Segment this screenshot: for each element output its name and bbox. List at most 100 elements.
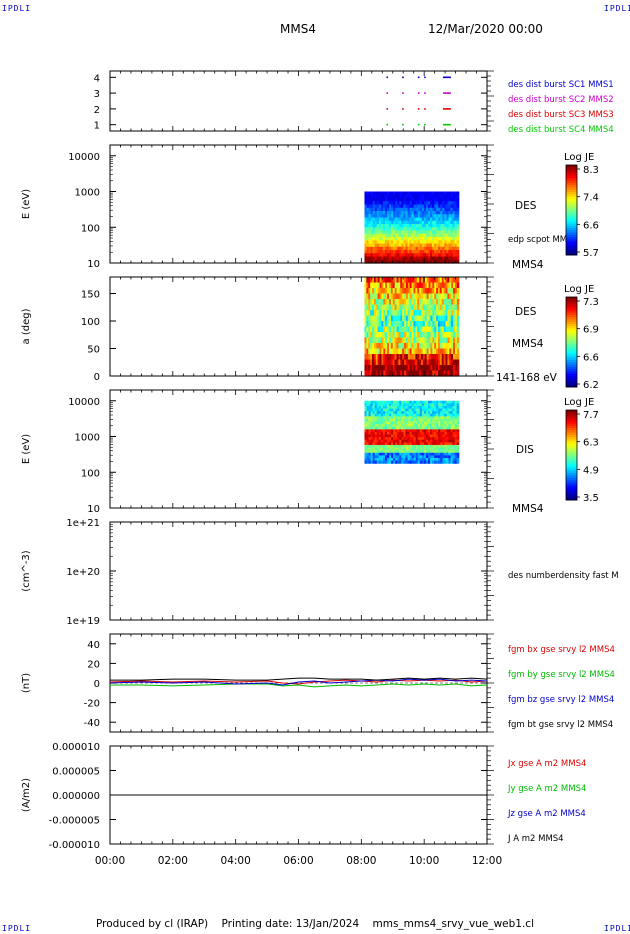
spectrogram-cell (427, 217, 431, 222)
spectrogram-cell (368, 288, 371, 295)
spectrogram-cell (387, 426, 390, 430)
spectrogram-cell (449, 326, 452, 333)
spectrogram-cell (411, 416, 415, 420)
spectrogram-cell (444, 243, 448, 248)
spectrogram-cell (438, 434, 441, 438)
spectrogram-cell (364, 457, 368, 462)
colorbar-segment (566, 482, 577, 485)
spectrogram-cell (376, 259, 380, 264)
spectrogram-cell (430, 288, 433, 295)
spectrogram-cell (387, 424, 390, 428)
spectrogram-cell (388, 299, 392, 306)
colorbar-segment (566, 344, 577, 347)
colorbar-tick-label: 6.2 (583, 380, 599, 391)
spectrogram-cell (440, 418, 443, 423)
spectrogram-cell (383, 304, 386, 311)
spectrogram-cell (388, 332, 392, 339)
spectrogram-cell (400, 288, 403, 295)
spectrogram-cell (390, 288, 394, 295)
spectrogram-cell (389, 217, 392, 222)
spectrogram-cell (382, 444, 386, 449)
spectrogram-cell (450, 452, 454, 456)
spectrogram-cell (447, 315, 450, 322)
spectrogram-cell (427, 460, 431, 464)
spectrogram-cell (395, 424, 398, 428)
spectrogram-cell (451, 299, 454, 306)
spectrogram-cell (393, 243, 396, 248)
spectrogram-cell (444, 224, 448, 228)
spectrogram-cell (379, 370, 383, 377)
spectrogram-cell (423, 452, 427, 456)
spectrogram-cell (366, 421, 370, 425)
spectrogram-cell (368, 455, 372, 459)
spectrogram-cell (405, 426, 409, 430)
spectrogram-cell (430, 421, 433, 425)
spectrogram-cell (413, 227, 417, 232)
spectrogram-cell (422, 304, 426, 311)
spectrogram-cell (405, 207, 409, 212)
colorbar-segment (566, 176, 577, 179)
spectrogram-cell (405, 332, 409, 339)
spectrogram-cell (437, 359, 441, 366)
spectrogram-cell (409, 460, 413, 464)
spectrogram-cell (411, 400, 415, 404)
spectrogram-cell (366, 429, 370, 433)
spectrogram-cell (415, 277, 418, 284)
spectrogram-cell (446, 207, 450, 212)
spectrogram-cell (417, 424, 421, 428)
spectrogram-cell (432, 326, 435, 333)
spectrogram-cell (387, 217, 390, 222)
spectrogram-cell (424, 299, 428, 306)
spectrogram-cell (385, 332, 388, 339)
spectrogram-cell (430, 434, 433, 438)
spectrogram-cell (407, 450, 411, 454)
spectrogram-cell (438, 227, 441, 232)
spectrogram-cell (372, 194, 376, 199)
spectrogram-cell (434, 337, 437, 344)
spectrogram-cell (436, 439, 439, 443)
spectrogram-cell (440, 240, 443, 245)
spectrogram-cell (399, 408, 402, 412)
spectrogram-cell (450, 424, 454, 428)
colorbar-segment (566, 192, 577, 195)
spectrogram-cell (441, 337, 445, 344)
spectrogram-cell (384, 227, 388, 232)
spectrogram-cell (456, 447, 460, 451)
spectrogram-cell (413, 405, 417, 410)
spectrogram-cell (391, 204, 394, 209)
colorbar-tick-label: 8.3 (583, 165, 599, 176)
spectrogram-cell (407, 437, 411, 441)
colorbar-segment (566, 250, 577, 254)
spectrogram-cell (440, 450, 443, 454)
spectrogram-cell (405, 304, 409, 311)
spectrogram-cell (397, 246, 400, 251)
spectrogram-cell (395, 403, 398, 407)
spectrogram-cell (456, 365, 460, 372)
spectrogram-cell (370, 411, 374, 415)
spectrogram-cell (374, 408, 378, 412)
spectrogram-cell (448, 230, 452, 235)
spectrogram-cell (440, 204, 443, 209)
spectrogram-cell (392, 348, 396, 355)
spectrogram-cell (364, 237, 368, 241)
spectrogram-cell (419, 411, 423, 415)
spectrogram-cell (380, 191, 384, 196)
spectrogram-cell (384, 452, 388, 456)
spectrogram-cell (413, 400, 417, 404)
spectrogram-cell (413, 288, 416, 295)
spectrogram-cell (391, 447, 394, 451)
spectrogram-cell (389, 460, 392, 464)
spectrogram-cell (445, 359, 449, 366)
spectrogram-cell (409, 437, 413, 441)
spectrogram-cell (398, 304, 401, 311)
spectrogram-cell (405, 370, 409, 377)
spectrogram-cell (430, 359, 433, 366)
spectrogram-cell (366, 259, 370, 264)
spectrogram-cell (409, 354, 413, 361)
spectrogram-cell (368, 277, 371, 284)
panel-frame (109, 70, 488, 132)
spectrogram-cell (421, 411, 425, 415)
spectrogram-cell (391, 217, 394, 222)
spectrogram-cell (434, 408, 437, 412)
spectrogram-cell (424, 321, 428, 328)
